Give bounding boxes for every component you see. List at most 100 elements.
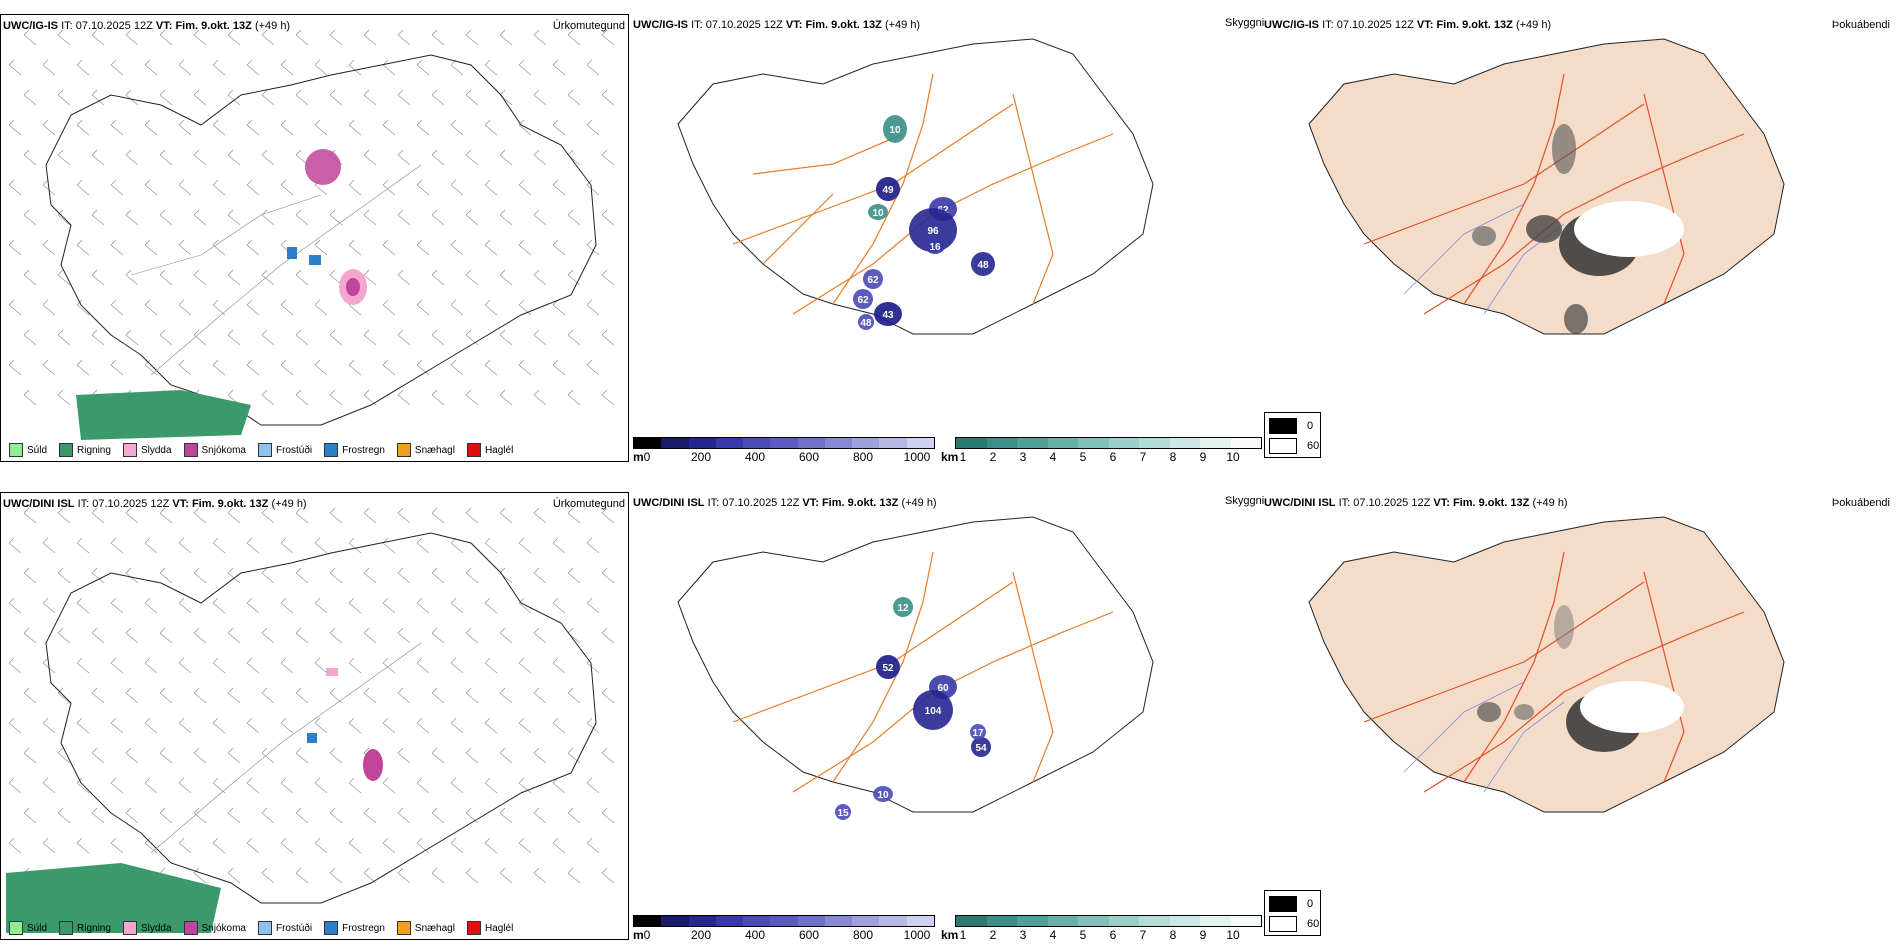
wind-barb [397, 747, 411, 764]
fog-panel-1: UWC/IG-IS IT: 07.10.2025 12Z VT: Fim. 9.… [1264, 14, 1894, 462]
legend-label: Rigning [77, 444, 111, 456]
wind-barb [246, 59, 260, 76]
wind-barb [23, 389, 37, 406]
wind-barb [144, 717, 158, 734]
wind-barb [144, 119, 158, 136]
cloud-height-label: 48 [860, 318, 872, 329]
tick-label: 7 [1139, 450, 1147, 464]
wind-barb [125, 627, 139, 644]
cloud-blob [868, 204, 888, 220]
cloud-title: Skyggni [1225, 17, 1265, 29]
wind-barb [57, 627, 71, 644]
wind-barb [397, 867, 411, 884]
wind-barbs [8, 29, 615, 406]
wind-barb [57, 747, 71, 764]
cloud-height-label: 62 [857, 295, 869, 306]
wind-barb [280, 59, 294, 76]
cloud-height-label: 10 [889, 125, 901, 136]
header-fog-1: UWC/IG-IS IT: 07.10.2025 12Z VT: Fim. 9.… [1264, 19, 1552, 31]
wind-barb [295, 867, 309, 884]
wind-barb [533, 807, 547, 824]
wind-barb [363, 29, 377, 46]
wind-barb [212, 657, 226, 674]
wind-barb [261, 507, 275, 524]
wind-barb [450, 179, 464, 196]
wind-barb [533, 269, 547, 286]
wind-barb [450, 777, 464, 794]
wind-barb [329, 567, 343, 584]
wind-barb [76, 717, 90, 734]
cloud-height-label: 60 [937, 683, 949, 694]
wind-barb [431, 149, 445, 166]
cloud-height-label: 12 [897, 603, 909, 614]
wind-barb [295, 389, 309, 406]
wind-barb [42, 717, 56, 734]
wind-barb [178, 299, 192, 316]
wind-barb [159, 507, 173, 524]
wind-barb [42, 597, 56, 614]
wind-barb [601, 389, 615, 406]
wind-barb [382, 239, 396, 256]
wind-barb [212, 179, 226, 196]
legend-label: Slydda [140, 444, 172, 456]
cloud-blob [971, 252, 995, 276]
wind-barb [178, 359, 192, 376]
wind-barb [227, 329, 241, 346]
wind-barb [246, 179, 260, 196]
legend-label: Frostregn [342, 444, 385, 456]
wind-barb [159, 567, 173, 584]
wind-barb [533, 209, 547, 226]
wind-barb [586, 239, 600, 256]
precip-title-2: Úrkomutegund [552, 498, 625, 510]
wind-barb [533, 149, 547, 166]
wind-barb [227, 507, 241, 524]
tick-label: 10 [1226, 450, 1240, 464]
tick-label: 1000 [903, 450, 931, 464]
wind-barb [416, 239, 430, 256]
wind-barb [484, 717, 498, 734]
wind-barb [567, 329, 581, 346]
wind-barb [601, 687, 615, 704]
wind-barb [57, 389, 71, 406]
header-fog-2: UWC/DINI ISL IT: 07.10.2025 12Z VT: Fim.… [1264, 497, 1568, 509]
wind-barb [42, 537, 56, 554]
legend-item-snjókoma: Snjókoma [183, 443, 246, 457]
wind-barb [465, 807, 479, 824]
wind-barb [57, 29, 71, 46]
tick-label: 400 [744, 450, 766, 464]
wind-barb [295, 507, 309, 524]
wind-barb [382, 597, 396, 614]
wind-barb [57, 567, 71, 584]
wind-barb [193, 867, 207, 884]
wind-barb [314, 359, 328, 376]
wind-barb [227, 747, 241, 764]
legend-label: Frostregn [342, 922, 385, 934]
wind-barb [601, 329, 615, 346]
wind-barb [178, 657, 192, 674]
wind-barb [552, 777, 566, 794]
tick-label: 1 [959, 450, 967, 464]
wind-barb [261, 567, 275, 584]
wind-barb [329, 507, 343, 524]
legend-swatch [466, 443, 481, 457]
wind-barb [397, 687, 411, 704]
tick-label: 400 [744, 928, 766, 942]
wind-barb [144, 837, 158, 854]
cloud-map-1: 4962964843626210104816 [677, 38, 1154, 335]
wind-barb [416, 537, 430, 554]
wind-barb [484, 59, 498, 76]
wind-barb [465, 507, 479, 524]
wind-barb [533, 687, 547, 704]
wind-barb [416, 179, 430, 196]
wind-barb [125, 747, 139, 764]
wind-barb [586, 119, 600, 136]
wind-barb [57, 807, 71, 824]
dist-unit: km [941, 450, 959, 464]
wind-barb [23, 807, 37, 824]
wind-barb [159, 747, 173, 764]
wind-barb [125, 507, 139, 524]
wind-barb [227, 627, 241, 644]
wind-barb [518, 59, 532, 76]
tick-label: 9 [1199, 450, 1207, 464]
wind-barb [91, 29, 105, 46]
